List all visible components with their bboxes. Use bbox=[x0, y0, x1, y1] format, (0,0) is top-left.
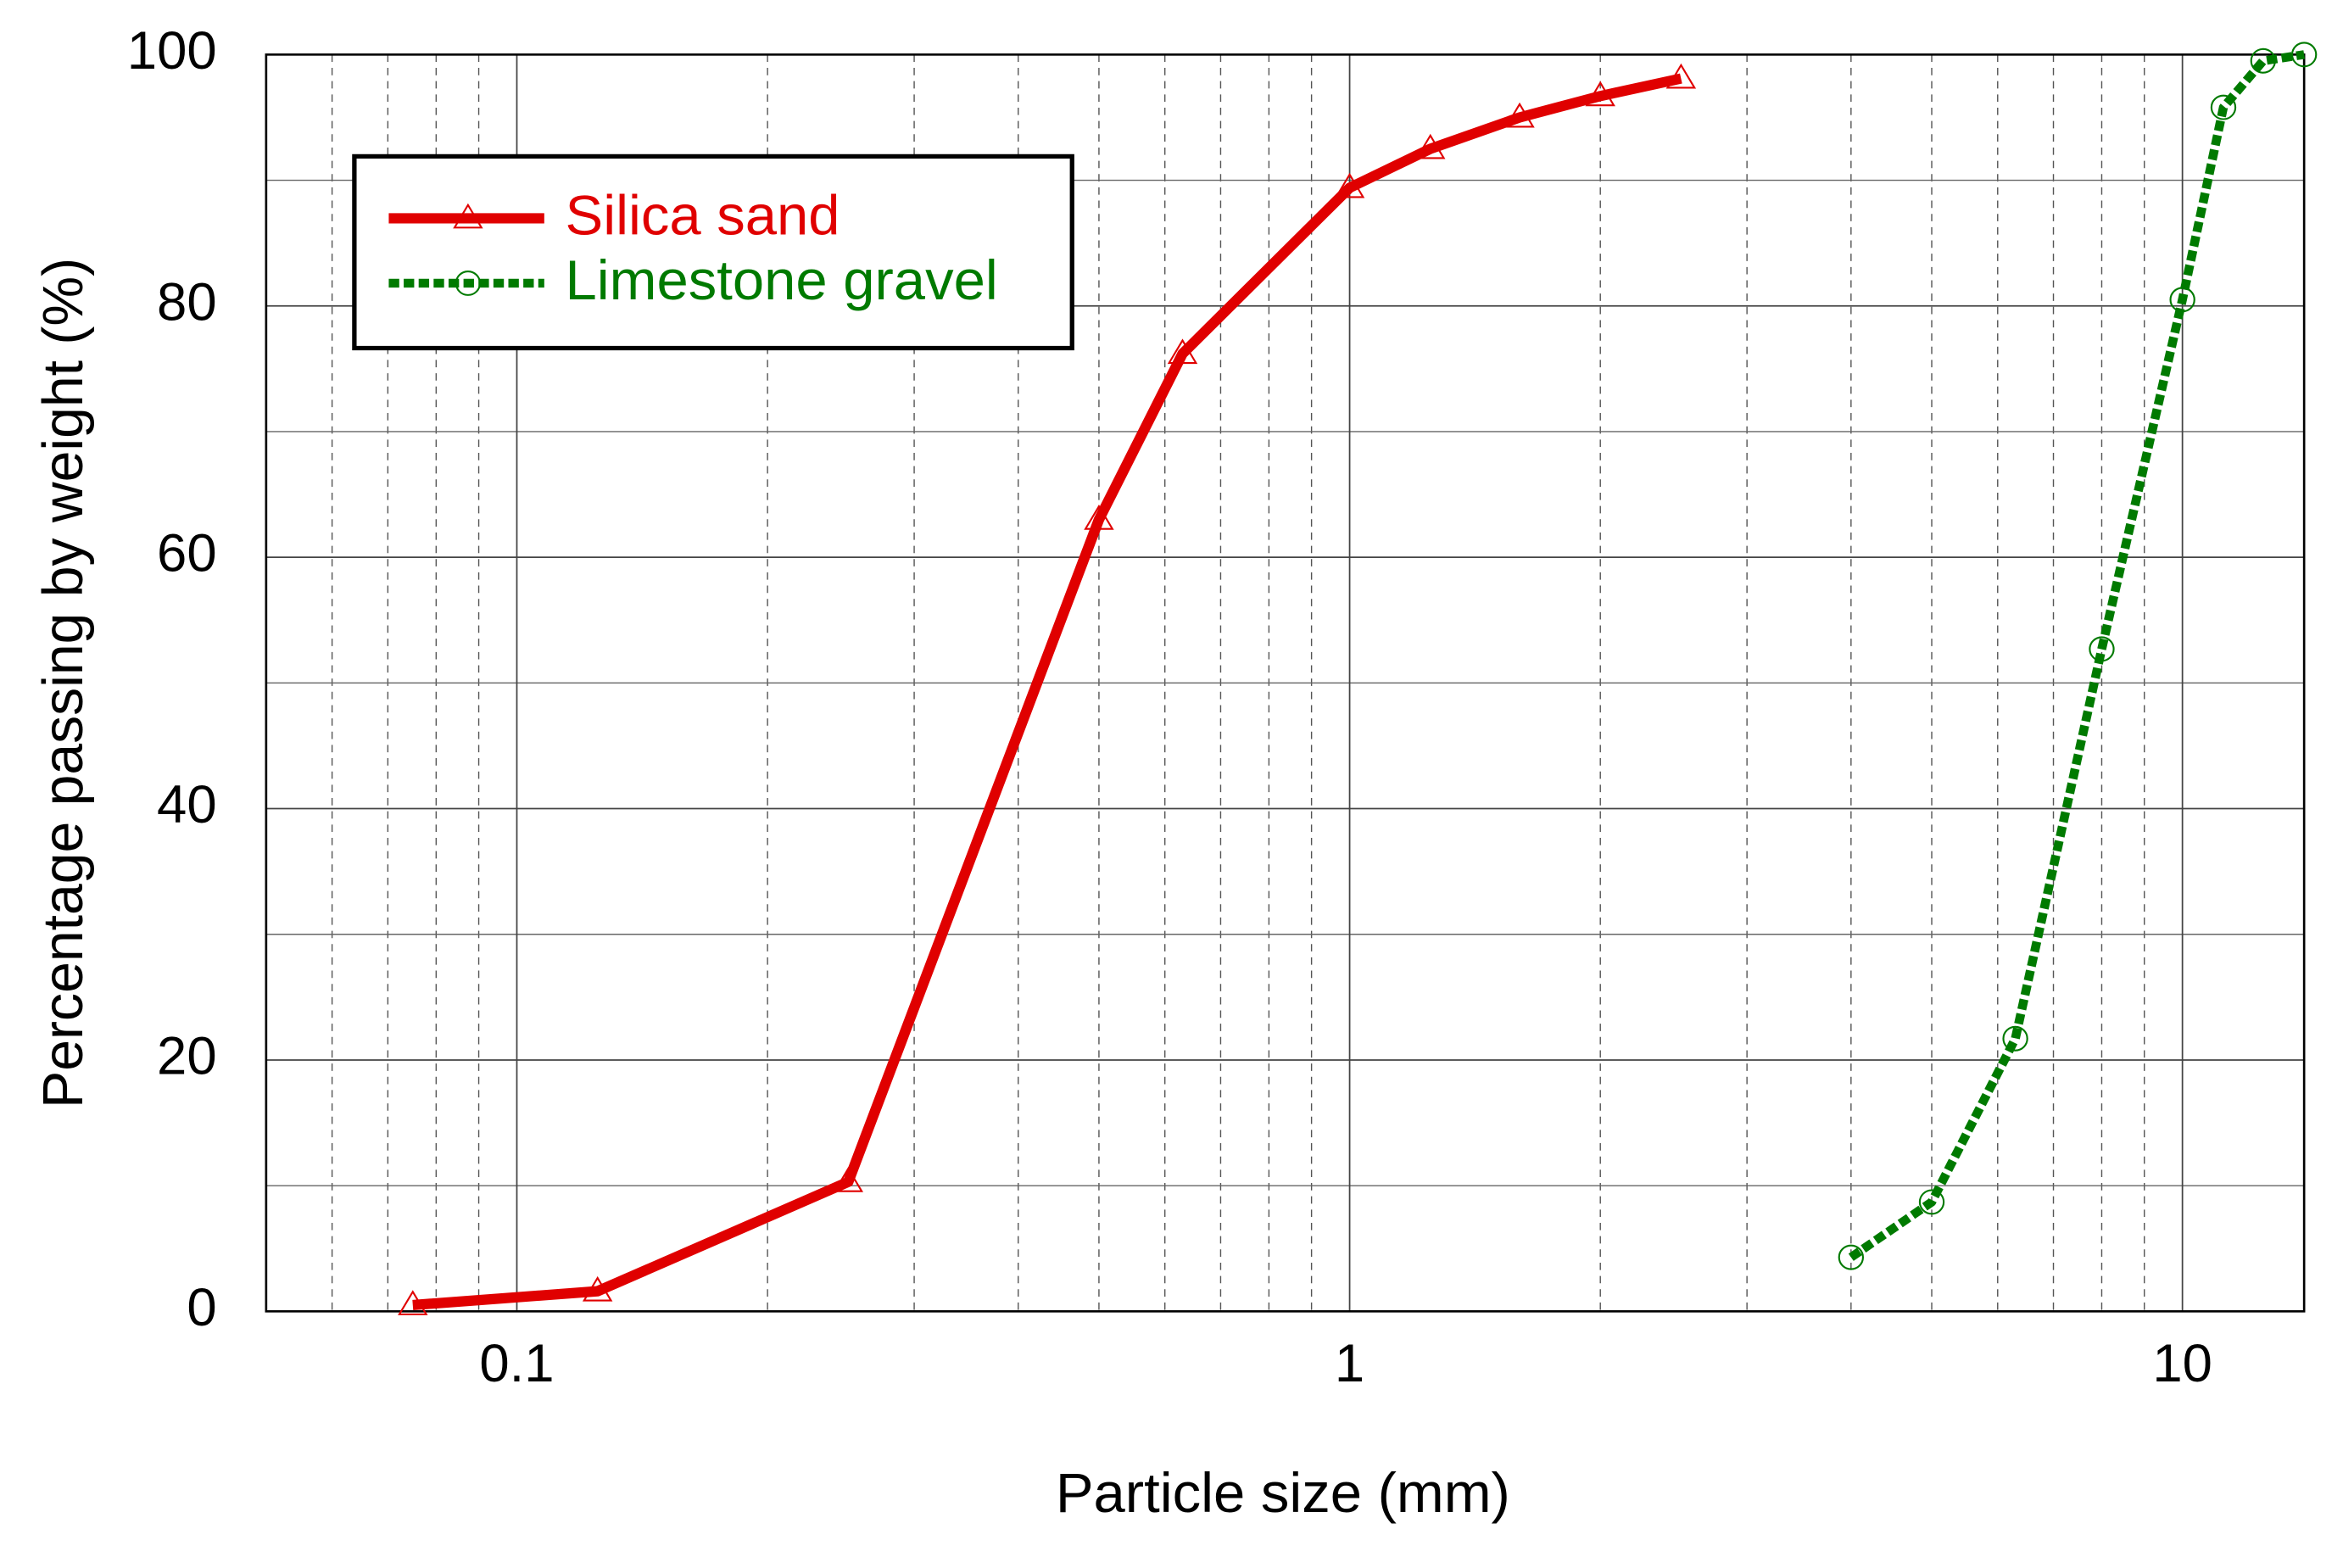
marker bbox=[455, 271, 482, 296]
marker bbox=[1167, 338, 1198, 365]
marker bbox=[2290, 42, 2318, 68]
marker bbox=[1585, 81, 1615, 107]
marker bbox=[582, 1275, 613, 1302]
y-tick-label: 40 bbox=[157, 775, 217, 834]
marker bbox=[1665, 63, 1697, 89]
x-tick-label: 10 bbox=[2152, 1334, 2212, 1393]
x-tick-label: 0.1 bbox=[479, 1334, 554, 1393]
marker bbox=[1415, 133, 1446, 159]
plot-frame bbox=[265, 53, 2306, 1313]
y-tick-label: 20 bbox=[157, 1027, 217, 1086]
marker bbox=[1334, 172, 1365, 198]
y-tick-label: 100 bbox=[127, 21, 217, 81]
legend-box bbox=[352, 153, 1074, 351]
y-tick-label: 80 bbox=[157, 273, 217, 332]
marker bbox=[1084, 504, 1114, 530]
marker bbox=[2210, 94, 2237, 120]
marker bbox=[1838, 1244, 1865, 1270]
y-axis-title: Percentage passing by weight (%) bbox=[32, 258, 96, 1108]
marker bbox=[2002, 1025, 2028, 1052]
x-tick-label: 1 bbox=[1335, 1334, 1364, 1393]
marker bbox=[1504, 102, 1535, 128]
y-tick-label: 0 bbox=[187, 1278, 216, 1337]
marker bbox=[833, 1166, 864, 1192]
marker bbox=[398, 1290, 428, 1315]
legend-label: Limestone gravel bbox=[566, 250, 998, 312]
legend-label: Silica sand bbox=[566, 185, 840, 247]
marker bbox=[2169, 287, 2195, 313]
marker bbox=[2089, 636, 2115, 662]
y-tick-label: 60 bbox=[157, 524, 217, 583]
series-line bbox=[412, 73, 1682, 1311]
marker bbox=[453, 203, 483, 229]
marker bbox=[2250, 47, 2276, 74]
x-axis-title: Particle size (mm) bbox=[1056, 1462, 1510, 1524]
series-line bbox=[1848, 50, 2305, 1261]
marker bbox=[1918, 1189, 1945, 1215]
